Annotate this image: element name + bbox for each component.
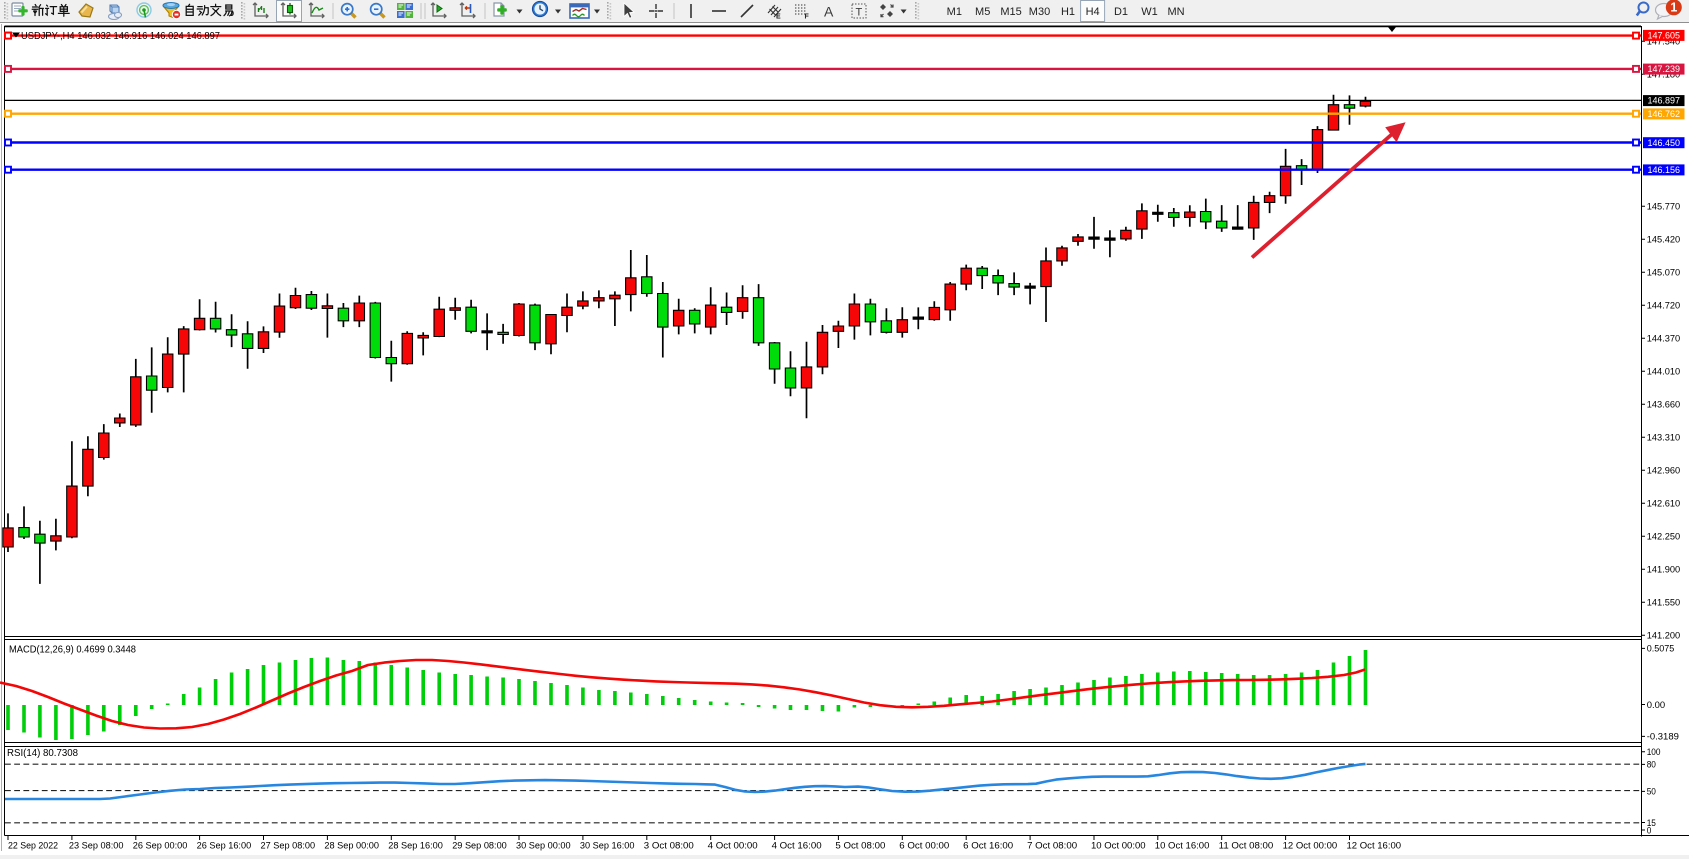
svg-text:MACD(12,26,9) 0.4699 0.3448: MACD(12,26,9) 0.4699 0.3448 <box>9 645 136 656</box>
svg-text:-0.3189: -0.3189 <box>1647 732 1679 743</box>
svg-text:142.250: 142.250 <box>1647 532 1681 543</box>
svg-text:141.200: 141.200 <box>1647 631 1681 642</box>
svg-text:143.310: 143.310 <box>1647 433 1681 444</box>
svg-text:W1: W1 <box>1141 6 1158 18</box>
svg-text:M15: M15 <box>1000 6 1021 18</box>
svg-text:50: 50 <box>1647 787 1656 798</box>
svg-text:15: 15 <box>1647 818 1656 829</box>
svg-text:147.605: 147.605 <box>1648 31 1681 42</box>
svg-text:22 Sep 2022: 22 Sep 2022 <box>8 841 58 852</box>
svg-text:10 Oct 16:00: 10 Oct 16:00 <box>1155 841 1210 852</box>
svg-text:H1: H1 <box>1061 6 1075 18</box>
svg-text:M5: M5 <box>975 6 990 18</box>
svg-text:147.540: 147.540 <box>1647 37 1681 48</box>
svg-text:H4: H4 <box>1086 6 1100 18</box>
svg-text:144.010: 144.010 <box>1647 367 1681 378</box>
svg-text:0.00: 0.00 <box>1647 700 1665 711</box>
svg-text:MN: MN <box>1167 6 1184 18</box>
svg-text:23 Sep 08:00: 23 Sep 08:00 <box>69 841 124 852</box>
svg-text:6 Oct 16:00: 6 Oct 16:00 <box>963 841 1013 852</box>
svg-text:145.770: 145.770 <box>1647 202 1681 213</box>
svg-text:146.450: 146.450 <box>1648 138 1681 149</box>
svg-text:141.550: 141.550 <box>1647 598 1681 609</box>
svg-text:145.070: 145.070 <box>1647 268 1681 279</box>
svg-text:3 Oct 08:00: 3 Oct 08:00 <box>644 841 694 852</box>
svg-text:5 Oct 08:00: 5 Oct 08:00 <box>835 841 885 852</box>
svg-text:10 Oct 00:00: 10 Oct 00:00 <box>1091 841 1146 852</box>
svg-text:4 Oct 00:00: 4 Oct 00:00 <box>708 841 758 852</box>
svg-text:27 Sep 08:00: 27 Sep 08:00 <box>261 841 316 852</box>
svg-text:100: 100 <box>1647 747 1661 758</box>
svg-text:A: A <box>824 4 834 20</box>
svg-text:146.156: 146.156 <box>1648 165 1681 176</box>
svg-text:28 Sep 16:00: 28 Sep 16:00 <box>388 841 443 852</box>
svg-text:30 Sep 00:00: 30 Sep 00:00 <box>516 841 571 852</box>
svg-text:26 Sep 00:00: 26 Sep 00:00 <box>133 841 188 852</box>
svg-text:147.180: 147.180 <box>1647 70 1681 81</box>
svg-text:146.762: 146.762 <box>1648 109 1681 120</box>
svg-text:0.5075: 0.5075 <box>1647 644 1675 655</box>
svg-text:1: 1 <box>1670 1 1677 15</box>
svg-text:143.660: 143.660 <box>1647 400 1681 411</box>
svg-text:RSI(14) 80.7308: RSI(14) 80.7308 <box>7 748 78 759</box>
svg-text:D1: D1 <box>1114 6 1128 18</box>
svg-text:141.900: 141.900 <box>1647 565 1681 576</box>
svg-text:USDJPY-,H4 146.032 146.916 14: USDJPY-,H4 146.032 146.916 146.024 146.8… <box>21 31 220 42</box>
svg-text:30 Sep 16:00: 30 Sep 16:00 <box>580 841 635 852</box>
svg-text:26 Sep 16:00: 26 Sep 16:00 <box>197 841 252 852</box>
svg-text:4 Oct 16:00: 4 Oct 16:00 <box>772 841 822 852</box>
svg-text:M30: M30 <box>1029 6 1050 18</box>
svg-text:145.420: 145.420 <box>1647 235 1681 246</box>
svg-text:80: 80 <box>1647 760 1656 771</box>
svg-text:E: E <box>776 14 781 21</box>
svg-text:12 Oct 00:00: 12 Oct 00:00 <box>1283 841 1338 852</box>
svg-text:F: F <box>805 14 810 21</box>
svg-text:144.720: 144.720 <box>1647 301 1681 312</box>
svg-text:6 Oct 00:00: 6 Oct 00:00 <box>899 841 949 852</box>
svg-text:142.960: 142.960 <box>1647 466 1681 477</box>
svg-text:147.239: 147.239 <box>1648 64 1681 75</box>
svg-text:7 Oct 08:00: 7 Oct 08:00 <box>1027 841 1077 852</box>
svg-text:29 Sep 08:00: 29 Sep 08:00 <box>452 841 507 852</box>
svg-text:28 Sep 00:00: 28 Sep 00:00 <box>324 841 379 852</box>
svg-text:M1: M1 <box>947 6 962 18</box>
svg-text:0: 0 <box>1647 825 1652 836</box>
svg-text:146.897: 146.897 <box>1648 96 1681 107</box>
svg-text:142.610: 142.610 <box>1647 499 1681 510</box>
svg-text:12 Oct 16:00: 12 Oct 16:00 <box>1347 841 1402 852</box>
svg-text:11 Oct 08:00: 11 Oct 08:00 <box>1219 841 1274 852</box>
svg-text:T: T <box>856 7 863 19</box>
svg-text:144.370: 144.370 <box>1647 334 1681 345</box>
